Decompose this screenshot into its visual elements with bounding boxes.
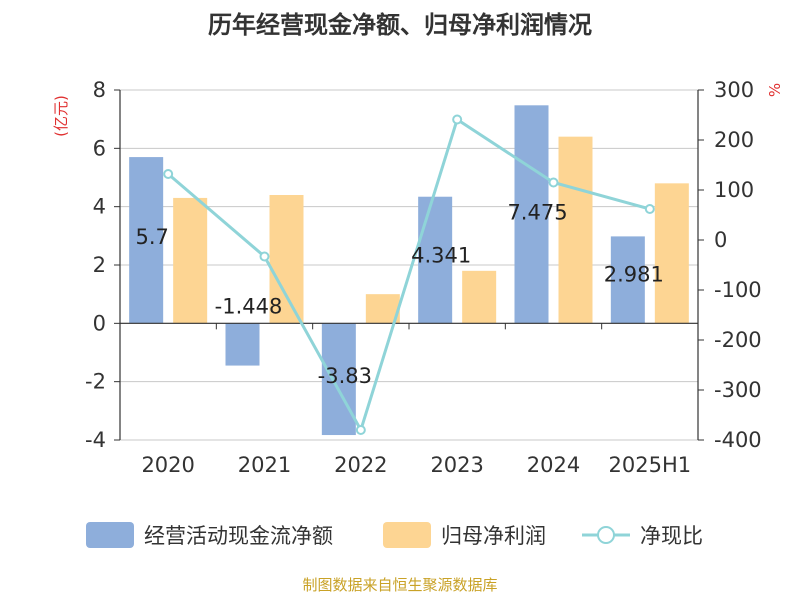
data-label-cash-flow: 5.7 [135, 225, 168, 249]
y-right-tick-label: 300 [714, 78, 754, 102]
legend-label-net-cash-ratio: 净现比 [640, 524, 703, 548]
data-label-cash-flow: 2.981 [604, 262, 664, 286]
y-right-tick-label: -100 [714, 278, 762, 302]
bar-net-profit [269, 195, 304, 324]
bar-net-profit [462, 270, 497, 324]
y-right-tick-label: 100 [714, 178, 754, 202]
bar-cash-flow [514, 105, 549, 324]
y-left-tick-label: 4 [93, 195, 106, 219]
y-right-tick-label: -300 [714, 378, 762, 402]
x-tick-label: 2022 [334, 453, 387, 477]
legend-swatch-net-profit [383, 522, 431, 548]
bar-cash-flow [321, 323, 356, 436]
bar-cash-flow [225, 323, 260, 366]
bar-cash-flow [418, 196, 453, 324]
line-net-cash-ratio [167, 117, 651, 434]
data-label-cash-flow: 4.341 [411, 244, 471, 268]
bar-net-profit [558, 136, 593, 324]
data-label-cash-flow: -1.448 [215, 295, 283, 319]
line-point-net-cash-ratio [548, 177, 559, 188]
y-left-tick-label: 2 [93, 253, 106, 277]
line-point-net-cash-ratio [163, 169, 174, 179]
x-tick-label: 2024 [527, 453, 580, 477]
legend-label-net-profit: 归母净利润 [441, 524, 546, 548]
y-left-tick-label: -4 [85, 428, 106, 452]
y-left-tick-label: 8 [93, 78, 106, 102]
line-point-net-cash-ratio [355, 425, 366, 435]
data-label-cash-flow: 7.475 [507, 200, 567, 224]
bar-net-profit [173, 197, 208, 324]
line-point-net-cash-ratio [452, 114, 463, 125]
data-label-cash-flow: -3.83 [318, 364, 372, 388]
y-right-tick-label: 0 [714, 228, 727, 252]
chart-title: 历年经营现金净额、归母净利润情况 [208, 11, 592, 39]
y-left-unit-label: (亿元) [52, 95, 70, 137]
bar-cash-flow [129, 157, 164, 324]
line-point-net-cash-ratio [259, 251, 270, 262]
y-left-tick-label: -2 [85, 370, 106, 394]
y-right-tick-label: -400 [714, 428, 762, 452]
line-point-net-cash-ratio [644, 204, 655, 214]
y-left-tick-label: 6 [93, 136, 106, 160]
y-right-tick-label: -200 [714, 328, 762, 352]
legend-label-cash-flow: 经营活动现金流净额 [144, 524, 333, 548]
bar-cash-flow [610, 236, 645, 324]
legend-swatch-cash-flow [86, 522, 134, 548]
y-right-unit-label: % [766, 83, 784, 97]
x-tick-label: 2023 [430, 453, 483, 477]
x-tick-label: 2020 [141, 453, 194, 477]
x-tick-label: 2025H1 [609, 453, 692, 477]
source-footer: 制图数据来自恒生聚源数据库 [302, 576, 498, 594]
bar-net-profit [654, 183, 689, 324]
legend-swatch-marker [597, 526, 615, 544]
x-tick-label: 2021 [238, 453, 291, 477]
y-left-tick-label: 0 [93, 311, 106, 335]
y-right-tick-label: 200 [714, 128, 754, 152]
